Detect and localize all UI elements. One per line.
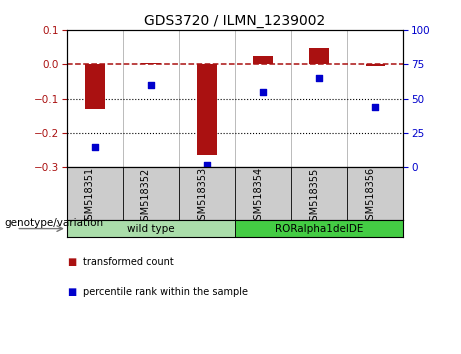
Text: GSM518351: GSM518351 (85, 167, 95, 227)
Bar (141, 63, 161, 64)
Bar (197, 64, 217, 155)
Text: GSM518352: GSM518352 (141, 167, 151, 227)
Bar (309, 48, 329, 64)
Text: GSM518356: GSM518356 (365, 167, 375, 227)
Point (148, 82, 155, 88)
Bar (254, 56, 273, 64)
Bar (67, 220, 235, 237)
Point (372, 104, 379, 110)
Point (260, 89, 267, 95)
Text: ■: ■ (67, 257, 76, 267)
Point (203, 162, 211, 167)
Point (315, 75, 323, 81)
Text: RORalpha1delDE: RORalpha1delDE (275, 224, 363, 234)
Bar (85, 64, 105, 109)
Title: GDS3720 / ILMN_1239002: GDS3720 / ILMN_1239002 (144, 14, 326, 28)
Text: GSM518353: GSM518353 (197, 167, 207, 227)
Text: genotype/variation: genotype/variation (5, 217, 104, 228)
Text: GSM518355: GSM518355 (309, 167, 319, 227)
Bar (366, 64, 385, 66)
Text: percentile rank within the sample: percentile rank within the sample (83, 287, 248, 297)
Point (91, 144, 99, 149)
Text: ■: ■ (67, 287, 76, 297)
Bar (235, 220, 403, 237)
Text: transformed count: transformed count (83, 257, 174, 267)
Text: wild type: wild type (127, 224, 175, 234)
Text: GSM518354: GSM518354 (253, 167, 263, 227)
